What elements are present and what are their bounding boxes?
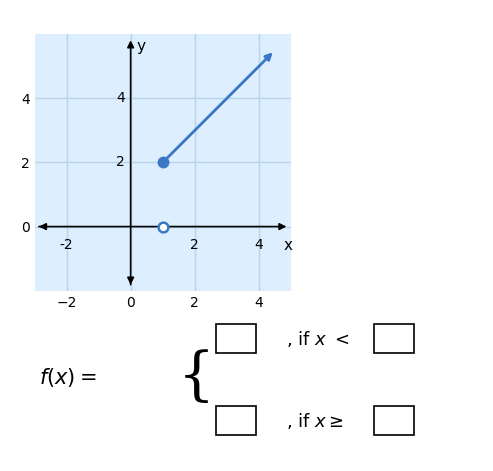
Text: 4: 4 [254, 238, 263, 252]
Text: 2: 2 [116, 155, 125, 170]
Text: , if $x$ $<$: , if $x$ $<$ [286, 329, 350, 349]
Text: x: x [283, 238, 292, 253]
Text: 2: 2 [190, 238, 199, 252]
Text: , if $x \geq$: , if $x \geq$ [286, 411, 344, 431]
Text: $f\left(x\right) =$: $f\left(x\right) =$ [39, 366, 97, 390]
Text: -2: -2 [60, 238, 73, 252]
Text: {: { [177, 350, 214, 406]
Text: 4: 4 [116, 91, 125, 106]
Text: y: y [137, 39, 145, 54]
